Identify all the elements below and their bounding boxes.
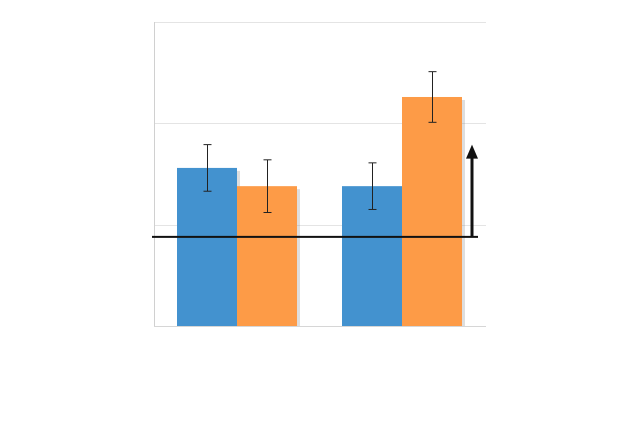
- reference-layer: [152, 144, 478, 238]
- bar-1-1: [402, 96, 462, 326]
- bar-0-0: [177, 167, 237, 326]
- arrow-head-icon: [466, 144, 478, 159]
- bars: [177, 96, 462, 326]
- error-bars: [203, 71, 437, 214]
